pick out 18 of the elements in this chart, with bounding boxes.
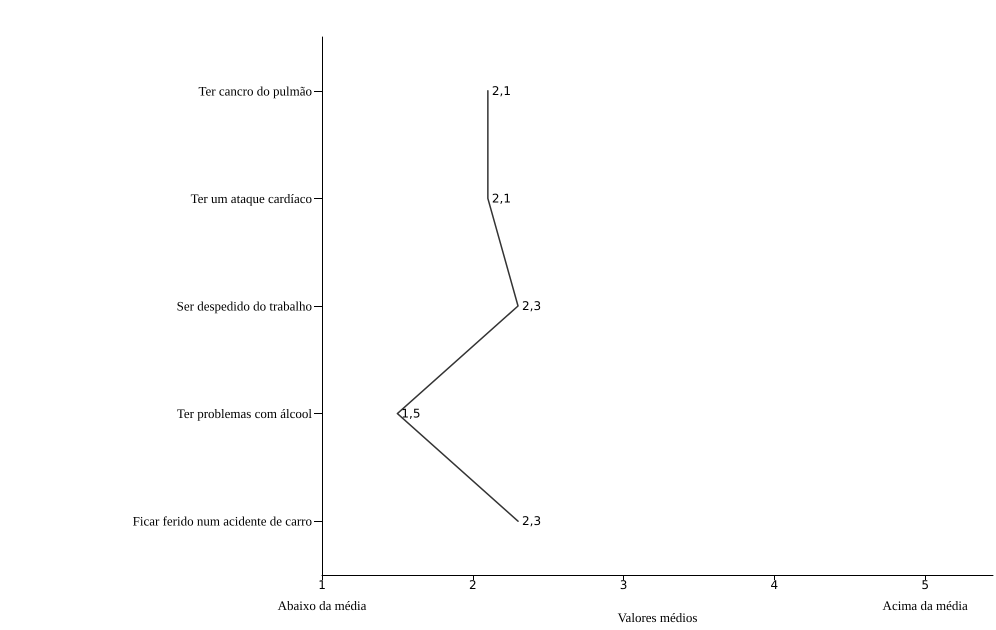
x-axis-title: Valores médios [618, 610, 698, 625]
x-tick-label: 5 [921, 578, 929, 592]
text: Abaixo da média [278, 598, 367, 613]
data-label: 1,5 [401, 406, 420, 421]
y-tick-label: Ter problemas com álcool [176, 406, 312, 422]
x-tick-label: 4 [770, 578, 778, 592]
y-tick-label: Ficar ferido num acidente de carro [132, 514, 312, 529]
data-label: 2,3 [522, 514, 542, 528]
x-tick-label: 1 [318, 578, 326, 592]
y-tick-label: Ter cancro do pulmão [198, 83, 312, 98]
data-label: 2,1 [492, 191, 511, 206]
x-tick-label: 3 [620, 578, 628, 592]
text: Acima da média [882, 598, 968, 613]
data-label: 2,3 [522, 299, 542, 313]
y-tick-label: Ser despedido do trabalho [176, 298, 312, 314]
y-tick-label: Ter um ataque cardíaco [190, 190, 312, 206]
data-label: 2,1 [492, 84, 511, 98]
x-tick-label: 2 [468, 578, 477, 592]
